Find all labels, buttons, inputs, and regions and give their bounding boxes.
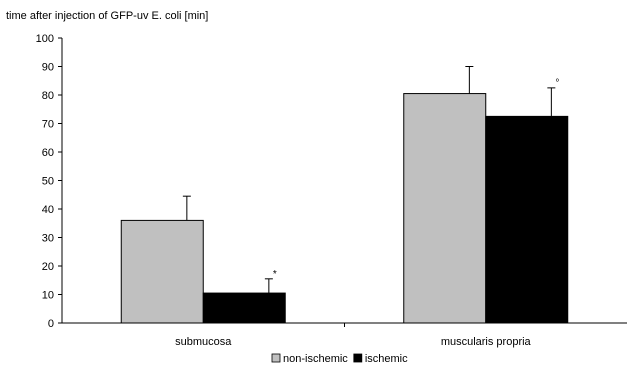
y-tick-label: 20 bbox=[42, 261, 54, 273]
legend-label: non-ischemic bbox=[283, 353, 348, 365]
y-ticks: 0 10 20 30 40 50 60 70 80 90 100 bbox=[36, 33, 62, 330]
y-tick-label: 60 bbox=[42, 147, 54, 159]
bar-non-ischemic-muscularis-propria bbox=[403, 93, 487, 324]
bar-non-ischemic-submucosa bbox=[120, 219, 204, 324]
y-tick-label: 80 bbox=[42, 90, 54, 102]
x-category-label: muscularis propria bbox=[441, 336, 532, 348]
legend-swatch bbox=[353, 353, 363, 363]
significance-marker: ° bbox=[555, 78, 559, 89]
category-labels: submucosa muscularis propria bbox=[175, 323, 532, 348]
y-tick-label: 30 bbox=[42, 233, 54, 245]
y-axis-label: time after injection of GFP-uv E. coli [… bbox=[6, 10, 208, 22]
bar-ischemic-muscularis-propria bbox=[485, 115, 569, 324]
y-tick-label: 10 bbox=[42, 290, 54, 302]
y-tick-label: 40 bbox=[42, 204, 54, 216]
y-tick-label: 50 bbox=[42, 176, 54, 188]
y-tick-label: 0 bbox=[48, 318, 54, 330]
y-tick-label: 90 bbox=[42, 62, 54, 74]
y-tick-label: 70 bbox=[42, 119, 54, 131]
x-category-label: submucosa bbox=[175, 336, 232, 348]
legend: non-ischemic ischemic bbox=[271, 353, 408, 365]
bar-ischemic-submucosa bbox=[202, 292, 286, 324]
legend-swatch bbox=[271, 353, 281, 363]
y-tick-label: 100 bbox=[36, 33, 54, 45]
legend-label: ischemic bbox=[365, 353, 408, 365]
bars: *° bbox=[120, 66, 569, 324]
significance-marker: * bbox=[273, 269, 277, 280]
